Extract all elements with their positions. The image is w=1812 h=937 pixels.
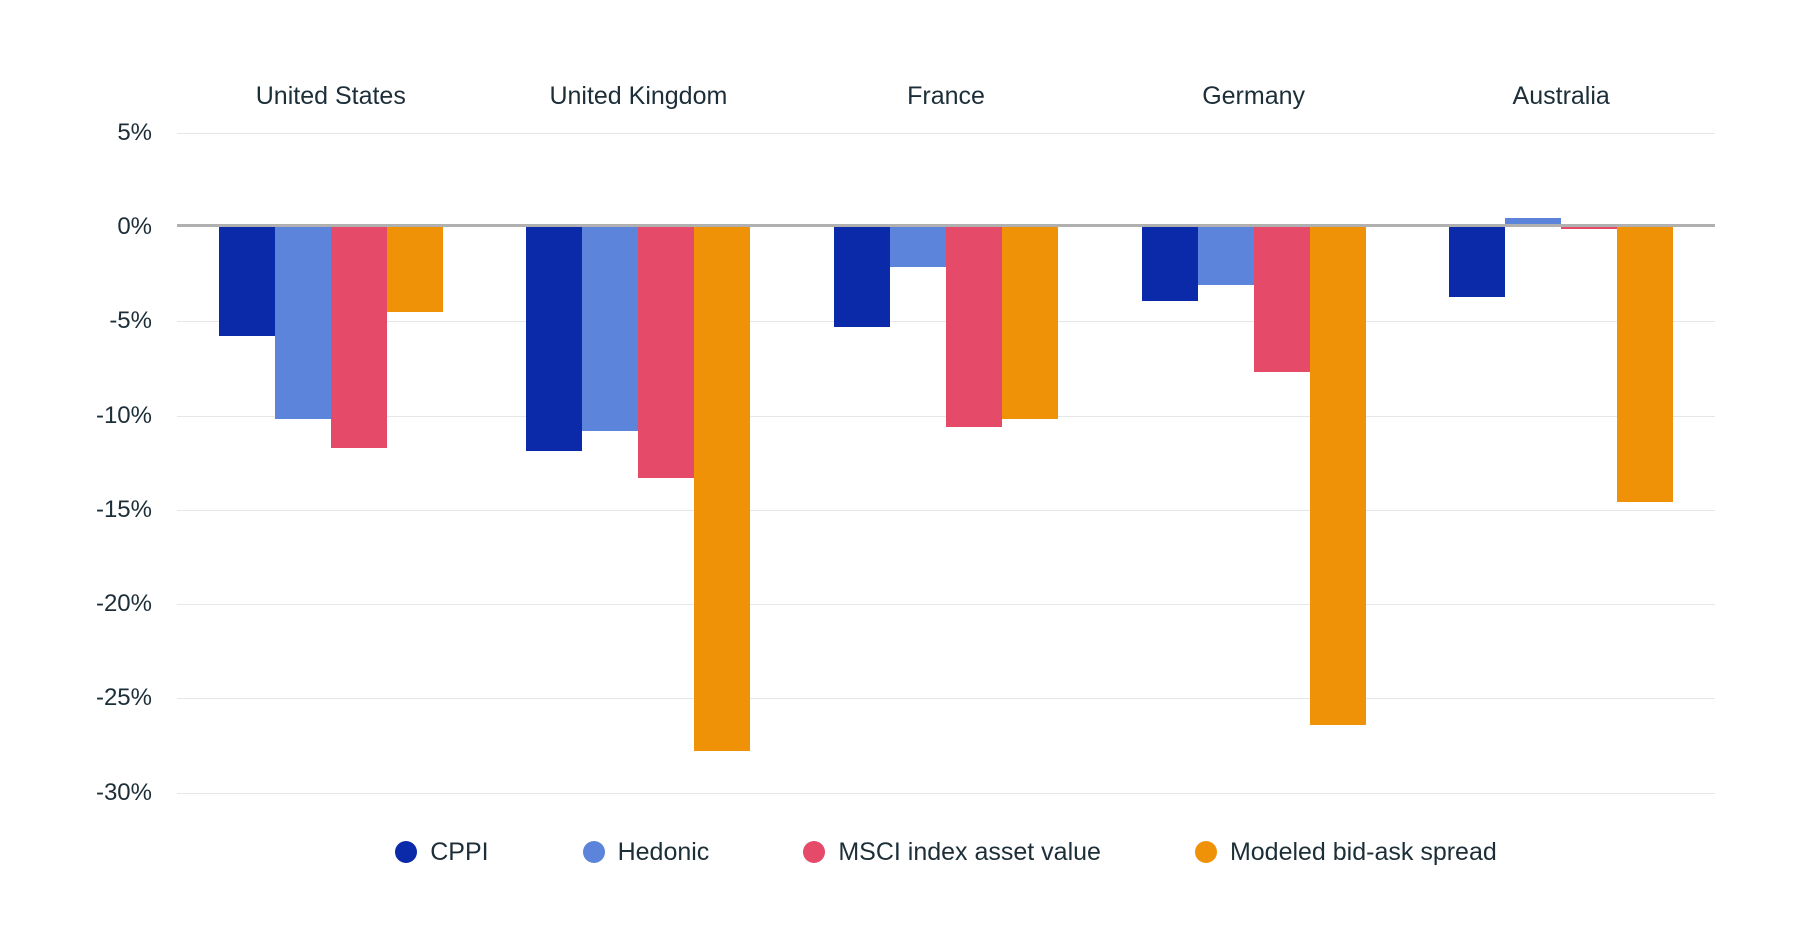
- legend-label-modeled-bid-ask-spread: Modeled bid-ask spread: [1229, 838, 1497, 866]
- legend-item-hedonic: Hedonic: [582, 836, 710, 868]
- category-label-france: France: [907, 82, 985, 110]
- category-label-australia: Australia: [1512, 82, 1610, 110]
- gridline-20: [177, 604, 1715, 605]
- y-tick-label-10: -10%: [95, 401, 152, 429]
- bar-modeled-bid-ask-spread-united-states[interactable]: [386, 227, 443, 312]
- legend-label-msci-index-asset-value: MSCI index asset value: [838, 838, 1101, 866]
- legend-marker-msci-index-asset-value: [803, 841, 826, 863]
- y-tick-label-15: -15%: [95, 495, 152, 523]
- y-tick-label-25: -25%: [95, 684, 152, 712]
- legend-label-hedonic: Hedonic: [617, 838, 710, 866]
- category-label-united-kingdom: United Kingdom: [549, 82, 728, 110]
- legend-marker-modeled-bid-ask-spread: [1194, 841, 1217, 863]
- bar-modeled-bid-ask-spread-united-kingdom[interactable]: [694, 227, 751, 752]
- bar-modeled-bid-ask-spread-france[interactable]: [1002, 227, 1058, 420]
- legend-item-cppi: CPPI: [395, 836, 489, 868]
- y-tick-label-0: 0%: [117, 213, 152, 240]
- category-label-united-states: United States: [255, 82, 406, 110]
- bar-cppi-australia[interactable]: [1449, 227, 1506, 297]
- y-tick-label-5: -5%: [109, 307, 152, 335]
- y-tick-label-5: 5%: [117, 118, 152, 146]
- legend-label-cppi: CPPI: [430, 838, 489, 866]
- bar-cppi-united-kingdom[interactable]: [526, 227, 583, 452]
- legend-item-msci-index-asset-value: MSCI index asset value: [803, 836, 1101, 868]
- y-tick-label-20: -20%: [95, 590, 152, 618]
- bar-cppi-france[interactable]: [834, 227, 890, 327]
- bar-hedonic-united-states[interactable]: [274, 227, 331, 420]
- bar-msci-index-asset-value-germany[interactable]: [1253, 227, 1310, 373]
- legend-marker-cppi: [395, 841, 418, 863]
- bar-msci-index-asset-value-united-states[interactable]: [330, 227, 387, 448]
- legend-item-modeled-bid-ask-spread: Modeled bid-ask spread: [1194, 836, 1497, 868]
- gridline-30: [177, 793, 1715, 794]
- bar-msci-index-asset-value-france[interactable]: [946, 227, 1002, 427]
- zero-axis-line: [177, 224, 1715, 227]
- gridline-15: [177, 510, 1715, 511]
- legend-marker-hedonic: [582, 841, 605, 863]
- bar-msci-index-asset-value-australia[interactable]: [1561, 227, 1618, 229]
- gridline-5: [177, 133, 1715, 134]
- bar-hedonic-united-kingdom[interactable]: [582, 227, 639, 431]
- bar-modeled-bid-ask-spread-australia[interactable]: [1617, 227, 1674, 503]
- bar-cppi-united-states[interactable]: [218, 227, 275, 337]
- bar-modeled-bid-ask-spread-germany[interactable]: [1309, 227, 1366, 725]
- chart-legend: CPPI Hedonic MSCI index asset value Modeled…: [177, 836, 1715, 868]
- bar-msci-index-asset-value-united-kingdom[interactable]: [638, 227, 695, 478]
- category-label-germany: Germany: [1202, 82, 1305, 110]
- bar-cppi-germany[interactable]: [1141, 227, 1198, 301]
- bar-hedonic-germany[interactable]: [1197, 227, 1254, 286]
- y-tick-label-30: -30%: [95, 778, 152, 806]
- bar-hedonic-france[interactable]: [890, 227, 946, 267]
- bar-hedonic-australia[interactable]: [1505, 217, 1562, 227]
- gridline-25: [177, 698, 1715, 699]
